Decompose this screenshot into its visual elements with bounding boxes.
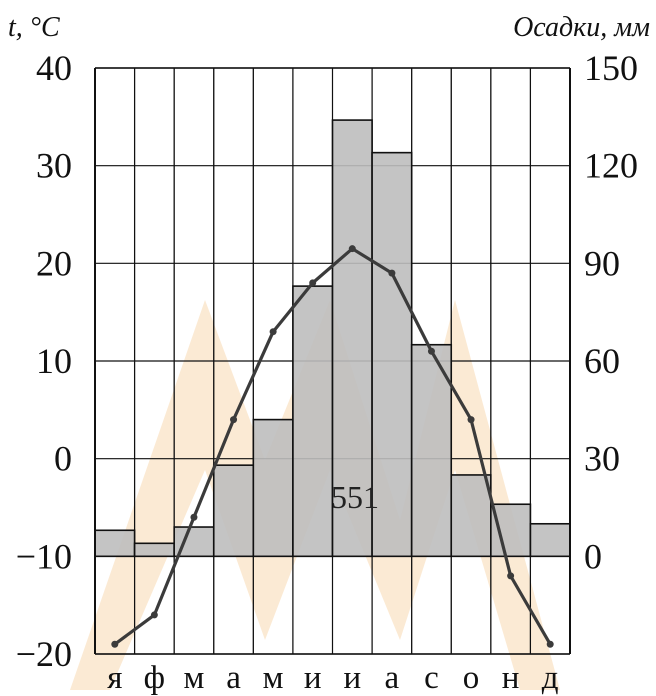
temperature-line-series	[111, 245, 554, 648]
left-axis-label: t, °C	[8, 12, 60, 43]
temperature-point	[190, 513, 198, 521]
right-tick-label: 0	[584, 536, 602, 576]
precipitation-bar	[133, 542, 175, 558]
precipitation-bar	[331, 119, 373, 558]
month-label: м	[263, 660, 284, 696]
precipitation-bar	[450, 474, 492, 558]
temperature-point	[111, 640, 119, 648]
right-tick-label: 90	[584, 243, 620, 283]
left-tick-label: 0	[54, 439, 72, 479]
temperature-point	[269, 328, 277, 336]
temperature-point	[230, 416, 238, 424]
month-label: а	[226, 660, 241, 696]
precipitation-bar	[212, 464, 255, 558]
left-tick-label: 10	[36, 341, 72, 381]
right-axis-label: Осадки, мм	[513, 12, 650, 43]
month-label: а	[385, 660, 400, 696]
month-label: я	[107, 660, 122, 696]
right-tick-label: 120	[584, 146, 638, 186]
temperature-point	[546, 640, 554, 648]
month-label: ф	[144, 660, 165, 696]
precipitation-bar	[371, 151, 413, 558]
left-tick-label: 30	[36, 146, 72, 186]
left-tick-label: 40	[36, 48, 72, 88]
month-label: с	[424, 660, 439, 696]
month-label: н	[502, 660, 520, 696]
temperature-point	[388, 269, 396, 277]
month-label: м	[184, 660, 205, 696]
temperature-point	[467, 416, 475, 424]
precipitation-bar	[292, 285, 334, 558]
temperature-point	[348, 245, 356, 253]
right-tick-label: 150	[584, 48, 638, 88]
left-tick-label: −20	[16, 634, 72, 674]
month-label: д	[542, 660, 559, 696]
left-tick-label: 20	[36, 243, 72, 283]
temperature-point	[507, 572, 515, 580]
temperature-point	[150, 611, 158, 619]
precipitation-bar	[94, 529, 136, 558]
temperature-point	[427, 347, 435, 355]
axes	[94, 67, 571, 655]
annual-precipitation-annotation: 551	[331, 479, 379, 515]
right-tick-label: 30	[584, 439, 620, 479]
precipitation-bars	[94, 68, 571, 654]
month-label: и	[343, 660, 361, 696]
month-label: и	[304, 660, 322, 696]
temperature-point	[309, 279, 317, 287]
precipitation-bar	[252, 418, 294, 558]
precipitation-bar	[529, 522, 571, 558]
left-tick-label: −10	[16, 536, 72, 576]
month-label: о	[463, 660, 480, 696]
temperature-line	[113, 247, 552, 646]
right-tick-label: 60	[584, 341, 620, 381]
precipitation-bar	[490, 503, 532, 558]
